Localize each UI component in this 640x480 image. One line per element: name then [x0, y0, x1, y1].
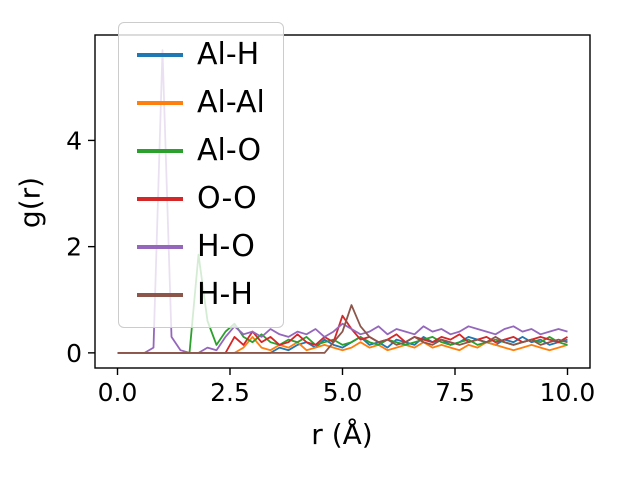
- y-axis-label: g(r): [13, 176, 47, 229]
- legend-line-swatch: [137, 101, 183, 105]
- legend-label: Al-H: [197, 37, 260, 72]
- x-tick-label: 0.0: [98, 378, 138, 407]
- x-tick-label: 7.5: [435, 378, 475, 407]
- series-line-h-h: [117, 304, 568, 354]
- legend-entry-al-al: Al-Al: [137, 85, 265, 121]
- y-tick-label: 0: [66, 339, 82, 368]
- x-tick-label: 5.0: [323, 378, 363, 407]
- legend-line-swatch: [137, 245, 183, 249]
- x-tick-label: 2.5: [210, 378, 250, 407]
- legend-line-swatch: [137, 293, 183, 297]
- legend-label: H-H: [197, 277, 253, 312]
- y-tick-label: 4: [66, 126, 82, 155]
- legend-entry-o-o: O-O: [137, 181, 265, 217]
- x-tick-label: 10.0: [540, 378, 596, 407]
- legend-line-swatch: [137, 197, 183, 201]
- legend-entry-h-o: H-O: [137, 229, 265, 265]
- legend-line-swatch: [137, 53, 183, 57]
- x-axis-label: r (Å): [311, 418, 373, 451]
- legend-label: Al-Al: [197, 85, 265, 120]
- legend: Al-H Al-Al Al-O O-O H-O H-H: [118, 22, 284, 328]
- y-tick-label: 2: [66, 233, 82, 262]
- legend-line-swatch: [137, 149, 183, 153]
- legend-entry-al-h: Al-H: [137, 37, 265, 73]
- legend-entry-al-o: Al-O: [137, 133, 265, 169]
- legend-label: H-O: [197, 229, 255, 264]
- legend-label: Al-O: [197, 133, 262, 168]
- legend-entry-h-h: H-H: [137, 277, 265, 313]
- legend-label: O-O: [197, 181, 257, 216]
